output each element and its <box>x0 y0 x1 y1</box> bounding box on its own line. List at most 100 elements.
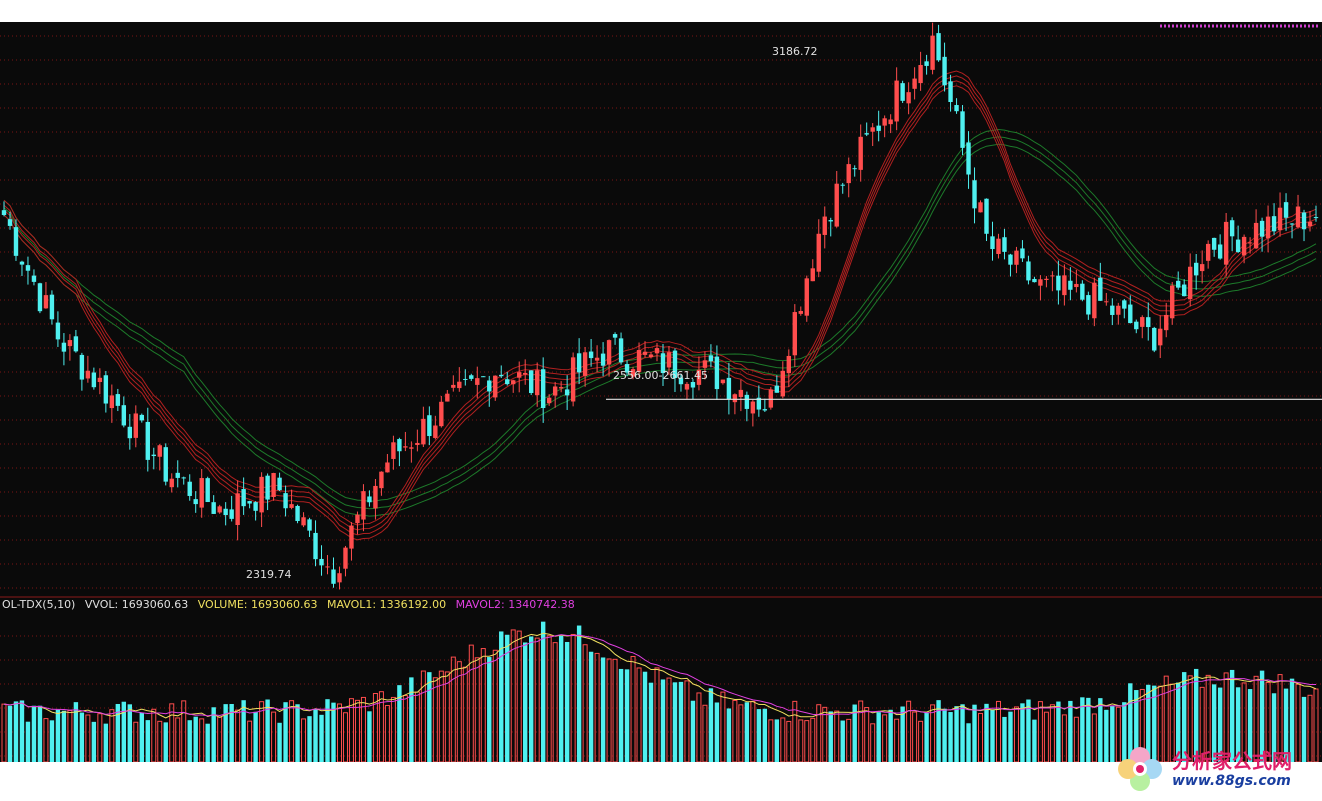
volume-bar <box>876 712 881 762</box>
candle-body <box>924 61 929 66</box>
candle-body <box>391 442 396 459</box>
volume-bar <box>492 649 498 762</box>
candle-body <box>624 364 630 373</box>
volume-bar <box>211 707 216 762</box>
volume-bar <box>271 711 277 762</box>
candle-body <box>912 78 917 89</box>
volume-bar <box>936 700 941 762</box>
volume-bar <box>115 703 121 762</box>
candle-body <box>1217 244 1223 259</box>
volume-bar <box>540 621 546 762</box>
candle-body <box>415 442 420 445</box>
volume-bar <box>600 657 606 762</box>
candle-body <box>157 445 162 457</box>
candle-body <box>241 489 246 507</box>
candle-body <box>523 372 528 375</box>
candle-body <box>900 83 905 101</box>
volume-bar <box>756 709 762 762</box>
candle-body <box>1032 278 1037 283</box>
volume-bar <box>954 706 959 762</box>
candle-body <box>445 393 450 402</box>
candle-body <box>31 275 37 282</box>
candle-body <box>672 350 678 379</box>
volume-bar <box>462 666 468 762</box>
candle-body <box>588 351 594 359</box>
candle-body <box>810 268 815 282</box>
candle-body <box>732 394 738 403</box>
candle-body <box>1128 304 1133 324</box>
volume-bar <box>1073 716 1079 762</box>
volume-bar <box>139 712 144 762</box>
candle-body <box>145 421 150 460</box>
volume-bar <box>1223 672 1229 762</box>
volume-bar <box>792 700 798 762</box>
volume-bar <box>402 695 408 762</box>
volume-bar <box>1163 675 1169 762</box>
volume-bar <box>744 702 750 762</box>
candle-body <box>948 81 953 103</box>
volume-bar <box>289 700 295 762</box>
candle-body <box>1176 280 1181 288</box>
volume-bar <box>432 677 438 762</box>
candle-body <box>1062 275 1067 296</box>
candle-body <box>660 353 666 374</box>
candle-body <box>528 370 534 394</box>
volume-bar <box>523 642 528 762</box>
volume-bar <box>444 671 450 762</box>
volume-bar <box>624 669 630 762</box>
volume-bar <box>1152 685 1157 762</box>
candle-body <box>181 477 186 479</box>
mavol2-line <box>3 634 1316 717</box>
candle-body <box>61 342 67 352</box>
volume-bar <box>1049 704 1055 762</box>
candle-body <box>343 547 348 569</box>
candle-body <box>762 409 768 411</box>
volume-bar <box>1026 699 1031 762</box>
candle-body <box>235 493 240 525</box>
candle-body <box>558 387 564 389</box>
candle-body <box>1086 295 1091 315</box>
candle-body <box>1182 284 1187 297</box>
volume-bar <box>1283 688 1289 762</box>
volume-bar <box>13 701 19 762</box>
volume-bar <box>1098 698 1103 762</box>
candle-body <box>49 294 55 320</box>
stock-chart[interactable]: 3186.72 2319.74 2556.00-2661.45 OL-TDX(5… <box>0 22 1322 762</box>
candle-body <box>307 519 312 531</box>
ma-line <box>3 80 1317 536</box>
volume-bar <box>900 706 905 762</box>
candle-body <box>91 372 97 388</box>
candle-body <box>199 478 204 508</box>
candle-body <box>618 338 624 363</box>
volume-bar <box>480 648 486 762</box>
candle-body <box>1247 242 1253 244</box>
candle-body <box>1 210 7 216</box>
volume-bar <box>780 717 786 762</box>
volume-bar <box>97 713 103 762</box>
candle-body <box>1014 250 1019 265</box>
candle-body <box>1301 212 1307 230</box>
candle-body <box>1253 222 1259 249</box>
volume-bar <box>91 721 97 762</box>
candle-body <box>367 496 372 503</box>
candle-body <box>1080 283 1085 300</box>
candle-body <box>642 351 648 355</box>
candle-body <box>984 198 989 234</box>
volume-bar <box>864 707 870 762</box>
volume-bar <box>1068 700 1073 762</box>
volume-bar <box>474 657 480 762</box>
candle-body <box>319 558 324 566</box>
candle-body <box>1187 266 1193 300</box>
candle-body <box>1170 285 1175 319</box>
volume-bar <box>822 706 828 762</box>
candle-body <box>217 506 222 513</box>
candle-body <box>421 418 426 445</box>
volume-bar <box>133 721 139 762</box>
volume-bar <box>1193 668 1199 762</box>
volume-bar <box>924 712 929 762</box>
volume-bar <box>217 716 223 762</box>
volume-bar <box>1187 675 1193 762</box>
candle-body <box>463 378 468 380</box>
volume-bar <box>1205 674 1211 762</box>
volume-bar <box>1295 683 1301 762</box>
